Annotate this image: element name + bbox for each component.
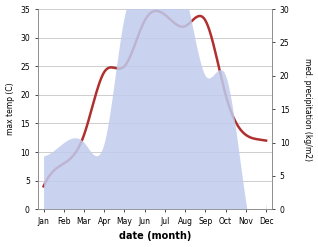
X-axis label: date (month): date (month) xyxy=(119,231,191,242)
Y-axis label: med. precipitation (kg/m2): med. precipitation (kg/m2) xyxy=(303,58,313,161)
Y-axis label: max temp (C): max temp (C) xyxy=(5,83,15,135)
